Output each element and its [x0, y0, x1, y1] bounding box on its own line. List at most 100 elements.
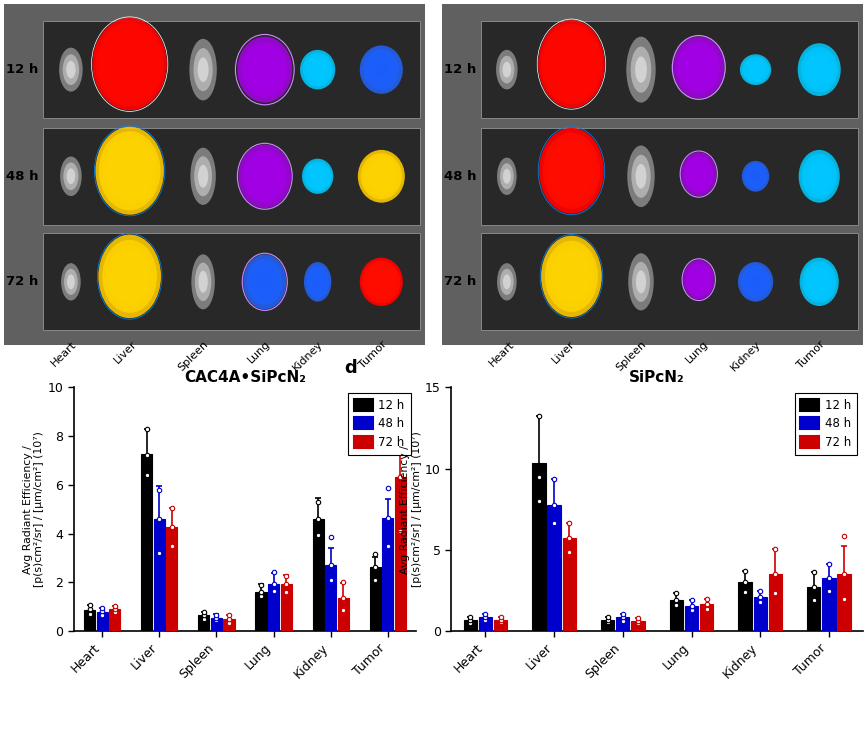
Bar [739, 582, 752, 631]
Ellipse shape [59, 48, 83, 92]
Ellipse shape [496, 50, 517, 90]
Ellipse shape [631, 46, 651, 92]
Ellipse shape [544, 27, 599, 101]
Ellipse shape [684, 156, 714, 192]
Ellipse shape [738, 262, 773, 302]
Ellipse shape [751, 171, 760, 181]
Bar [43, 21, 420, 118]
Ellipse shape [198, 165, 208, 188]
Ellipse shape [690, 163, 708, 185]
Bar [807, 587, 821, 631]
Ellipse shape [124, 57, 136, 72]
Ellipse shape [539, 128, 604, 214]
Ellipse shape [547, 31, 597, 97]
Ellipse shape [118, 48, 142, 79]
Ellipse shape [376, 277, 386, 287]
Ellipse shape [817, 172, 822, 180]
Bar [601, 619, 614, 631]
Ellipse shape [538, 20, 605, 108]
Text: Kidney: Kidney [291, 339, 324, 373]
Ellipse shape [305, 56, 330, 84]
Text: Kidney: Kidney [728, 339, 763, 373]
Text: Spleen: Spleen [176, 339, 210, 373]
Title: SiPcN₂: SiPcN₂ [625, 0, 681, 1]
Ellipse shape [256, 59, 274, 81]
Ellipse shape [375, 62, 388, 78]
Ellipse shape [367, 266, 395, 298]
Ellipse shape [561, 49, 582, 79]
Bar [753, 597, 767, 631]
Ellipse shape [746, 166, 765, 186]
Bar [616, 617, 630, 631]
Ellipse shape [689, 266, 709, 293]
Ellipse shape [300, 50, 336, 90]
Ellipse shape [95, 127, 164, 215]
Ellipse shape [749, 169, 762, 184]
Ellipse shape [627, 145, 655, 207]
Ellipse shape [304, 262, 331, 302]
Ellipse shape [369, 269, 394, 295]
Ellipse shape [744, 269, 767, 295]
Ellipse shape [497, 264, 516, 300]
Ellipse shape [690, 57, 708, 78]
Ellipse shape [251, 53, 279, 86]
Ellipse shape [67, 275, 75, 289]
Ellipse shape [108, 37, 151, 91]
Ellipse shape [311, 272, 324, 291]
Bar [382, 517, 394, 631]
Ellipse shape [807, 54, 831, 84]
Ellipse shape [105, 33, 155, 95]
Ellipse shape [804, 51, 835, 89]
Ellipse shape [682, 47, 715, 88]
Ellipse shape [691, 269, 707, 289]
Ellipse shape [370, 57, 392, 81]
Ellipse shape [304, 161, 331, 192]
Ellipse shape [745, 59, 766, 81]
Bar [268, 584, 279, 631]
Ellipse shape [119, 158, 140, 184]
Bar [154, 519, 165, 631]
Ellipse shape [63, 162, 79, 190]
Text: Tumor: Tumor [795, 339, 826, 371]
Ellipse shape [749, 63, 762, 76]
Ellipse shape [753, 278, 759, 285]
Text: Liver: Liver [550, 339, 577, 366]
Ellipse shape [503, 62, 511, 78]
Ellipse shape [636, 270, 646, 294]
Ellipse shape [311, 61, 325, 78]
Bar [43, 128, 420, 225]
Ellipse shape [817, 278, 822, 286]
Ellipse shape [687, 159, 710, 189]
Ellipse shape [106, 140, 154, 202]
Bar [479, 617, 492, 631]
Legend: 12 h, 48 h, 72 h: 12 h, 48 h, 72 h [348, 393, 411, 454]
Ellipse shape [109, 145, 151, 197]
Ellipse shape [686, 52, 712, 83]
Ellipse shape [239, 145, 292, 208]
Bar [223, 619, 234, 631]
Ellipse shape [254, 268, 276, 296]
Bar [141, 454, 152, 631]
Ellipse shape [369, 163, 393, 189]
Ellipse shape [746, 61, 765, 79]
Bar [312, 519, 324, 631]
Bar [700, 604, 714, 631]
Text: Tumor: Tumor [357, 339, 388, 371]
Bar [562, 539, 576, 631]
Ellipse shape [503, 275, 510, 289]
Ellipse shape [564, 161, 579, 181]
Ellipse shape [799, 258, 839, 306]
Ellipse shape [813, 169, 825, 184]
Bar [166, 528, 177, 631]
Ellipse shape [261, 277, 268, 286]
Ellipse shape [252, 160, 278, 192]
Bar [395, 477, 406, 631]
Ellipse shape [695, 62, 703, 73]
Ellipse shape [99, 235, 161, 318]
Ellipse shape [256, 166, 273, 187]
Ellipse shape [247, 259, 283, 305]
Ellipse shape [195, 263, 211, 301]
Ellipse shape [190, 148, 216, 205]
Bar [670, 600, 683, 631]
Ellipse shape [375, 170, 388, 183]
